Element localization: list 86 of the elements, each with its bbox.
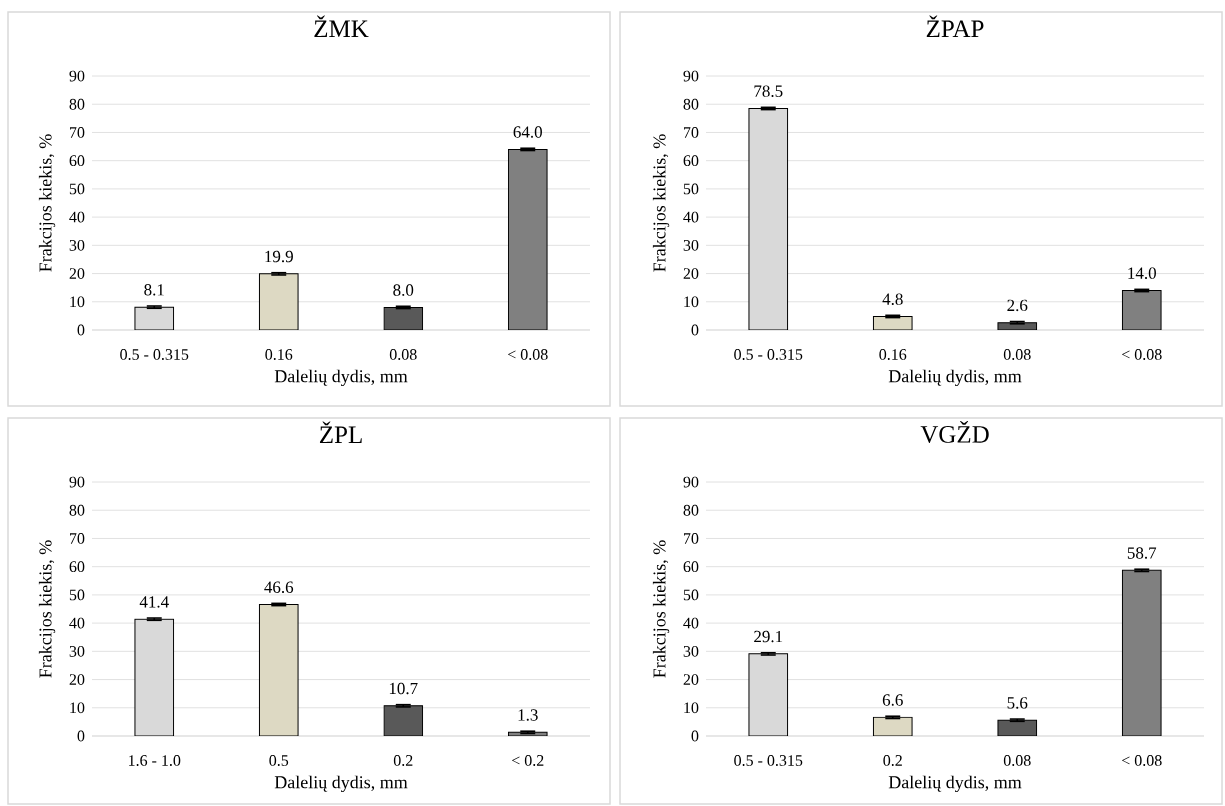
- y-tick-label: 10: [70, 702, 85, 714]
- y-tick-label: 10: [70, 296, 85, 308]
- data-label: 4.8: [882, 293, 903, 305]
- y-tick-label: 50: [69, 183, 85, 195]
- x-tick-label: 0.08: [1003, 349, 1031, 360]
- y-tick-label: 60: [683, 561, 699, 573]
- y-axis-title: Frakcijos kiekis, %: [652, 134, 670, 272]
- y-tick-label: 60: [683, 155, 699, 167]
- x-tick-label: 0.5 - 0.315: [734, 755, 803, 766]
- y-tick-label: 0: [77, 324, 85, 336]
- x-tick-label: < 0.08: [1122, 755, 1162, 766]
- y-tick-label: 30: [69, 239, 85, 251]
- data-label: 41.4: [139, 596, 169, 608]
- x-tick-label: 0.5 - 0.315: [120, 349, 189, 360]
- data-label: 78.5: [754, 85, 783, 97]
- y-tick-label: 0: [691, 730, 699, 742]
- y-tick-label: 0: [691, 324, 699, 336]
- data-label: 10.7: [389, 682, 418, 695]
- y-tick-label: 70: [70, 533, 85, 544]
- data-label: 8.0: [393, 284, 414, 296]
- y-tick-label: 90: [69, 476, 85, 488]
- x-axis-title: Dalelių dydis, mm: [888, 369, 1022, 387]
- x-tick-label: 0.2: [393, 755, 413, 766]
- y-tick-label: 80: [69, 504, 85, 516]
- y-axis-title: Frakcijos kiekis, %: [38, 540, 56, 678]
- x-tick-label: < 0.08: [508, 349, 548, 360]
- y-tick-label: 80: [69, 98, 85, 110]
- y-tick-label: 50: [683, 589, 699, 601]
- x-tick-label: < 0.08: [1122, 349, 1162, 360]
- y-tick-label: 40: [69, 617, 85, 629]
- y-tick-label: 60: [69, 155, 85, 167]
- chart-title: ŽMK: [314, 15, 369, 37]
- data-label: 8.1: [144, 284, 164, 296]
- chart-title: ŽPL: [319, 421, 362, 443]
- chart-title: VGŽD: [920, 421, 989, 443]
- y-tick-label: 30: [683, 645, 699, 657]
- data-label: 19.9: [265, 250, 293, 263]
- y-tick-label: 30: [69, 645, 85, 657]
- x-tick-label: 0.16: [879, 349, 907, 360]
- y-tick-label: 70: [684, 127, 699, 138]
- x-tick-label: 0.5 - 0.315: [734, 349, 803, 360]
- y-tick-label: 50: [69, 589, 85, 601]
- y-tick-label: 70: [684, 533, 699, 544]
- y-tick-label: 10: [684, 296, 699, 308]
- y-tick-label: 60: [69, 561, 85, 573]
- x-tick-label: 0.5: [269, 755, 289, 766]
- y-tick-label: 20: [683, 674, 699, 685]
- x-tick-label: 0.08: [1003, 755, 1031, 766]
- x-tick-label: 1.6 - 1.0: [129, 755, 181, 766]
- bar: [507, 148, 548, 330]
- bar: [383, 705, 424, 736]
- data-label: 1.3: [518, 709, 538, 721]
- x-tick-label: 0.08: [389, 349, 417, 360]
- y-tick-label: 20: [683, 268, 699, 279]
- x-axis-title: Dalelių dydis, mm: [274, 775, 408, 793]
- data-label: 64.0: [513, 126, 542, 138]
- y-tick-label: 90: [683, 70, 699, 82]
- y-tick-label: 30: [683, 239, 699, 251]
- y-tick-label: 40: [683, 617, 699, 629]
- y-tick-label: 20: [69, 268, 85, 279]
- y-tick-label: 50: [683, 183, 699, 195]
- data-label: 5.6: [1007, 697, 1028, 709]
- x-axis-title: Dalelių dydis, mm: [888, 775, 1022, 793]
- data-label: 6.6: [882, 694, 903, 706]
- y-tick-label: 90: [683, 476, 699, 488]
- x-axis-title: Dalelių dydis, mm: [274, 369, 408, 387]
- y-tick-label: 70: [70, 127, 85, 138]
- data-label: 2.6: [1007, 299, 1028, 312]
- x-tick-label: < 0.2: [512, 755, 544, 766]
- y-tick-label: 40: [683, 211, 699, 223]
- x-tick-label: 0.16: [265, 349, 293, 360]
- x-tick-label: 0.2: [883, 755, 902, 766]
- data-label: 29.1: [754, 630, 783, 643]
- y-tick-label: 80: [683, 98, 699, 110]
- y-axis-title: Frakcijos kiekis, %: [652, 540, 670, 678]
- y-axis-title: Frakcijos kiekis, %: [38, 134, 56, 272]
- y-tick-label: 10: [684, 702, 699, 714]
- chart-title: ŽPAP: [926, 15, 984, 37]
- y-tick-label: 20: [69, 674, 85, 685]
- y-tick-label: 90: [69, 70, 85, 82]
- data-label: 14.0: [1128, 267, 1156, 279]
- y-tick-label: 0: [77, 730, 85, 742]
- data-label: 58.7: [1127, 547, 1157, 559]
- y-tick-label: 80: [683, 504, 699, 516]
- data-label: 46.6: [264, 581, 294, 593]
- y-tick-label: 40: [69, 211, 85, 223]
